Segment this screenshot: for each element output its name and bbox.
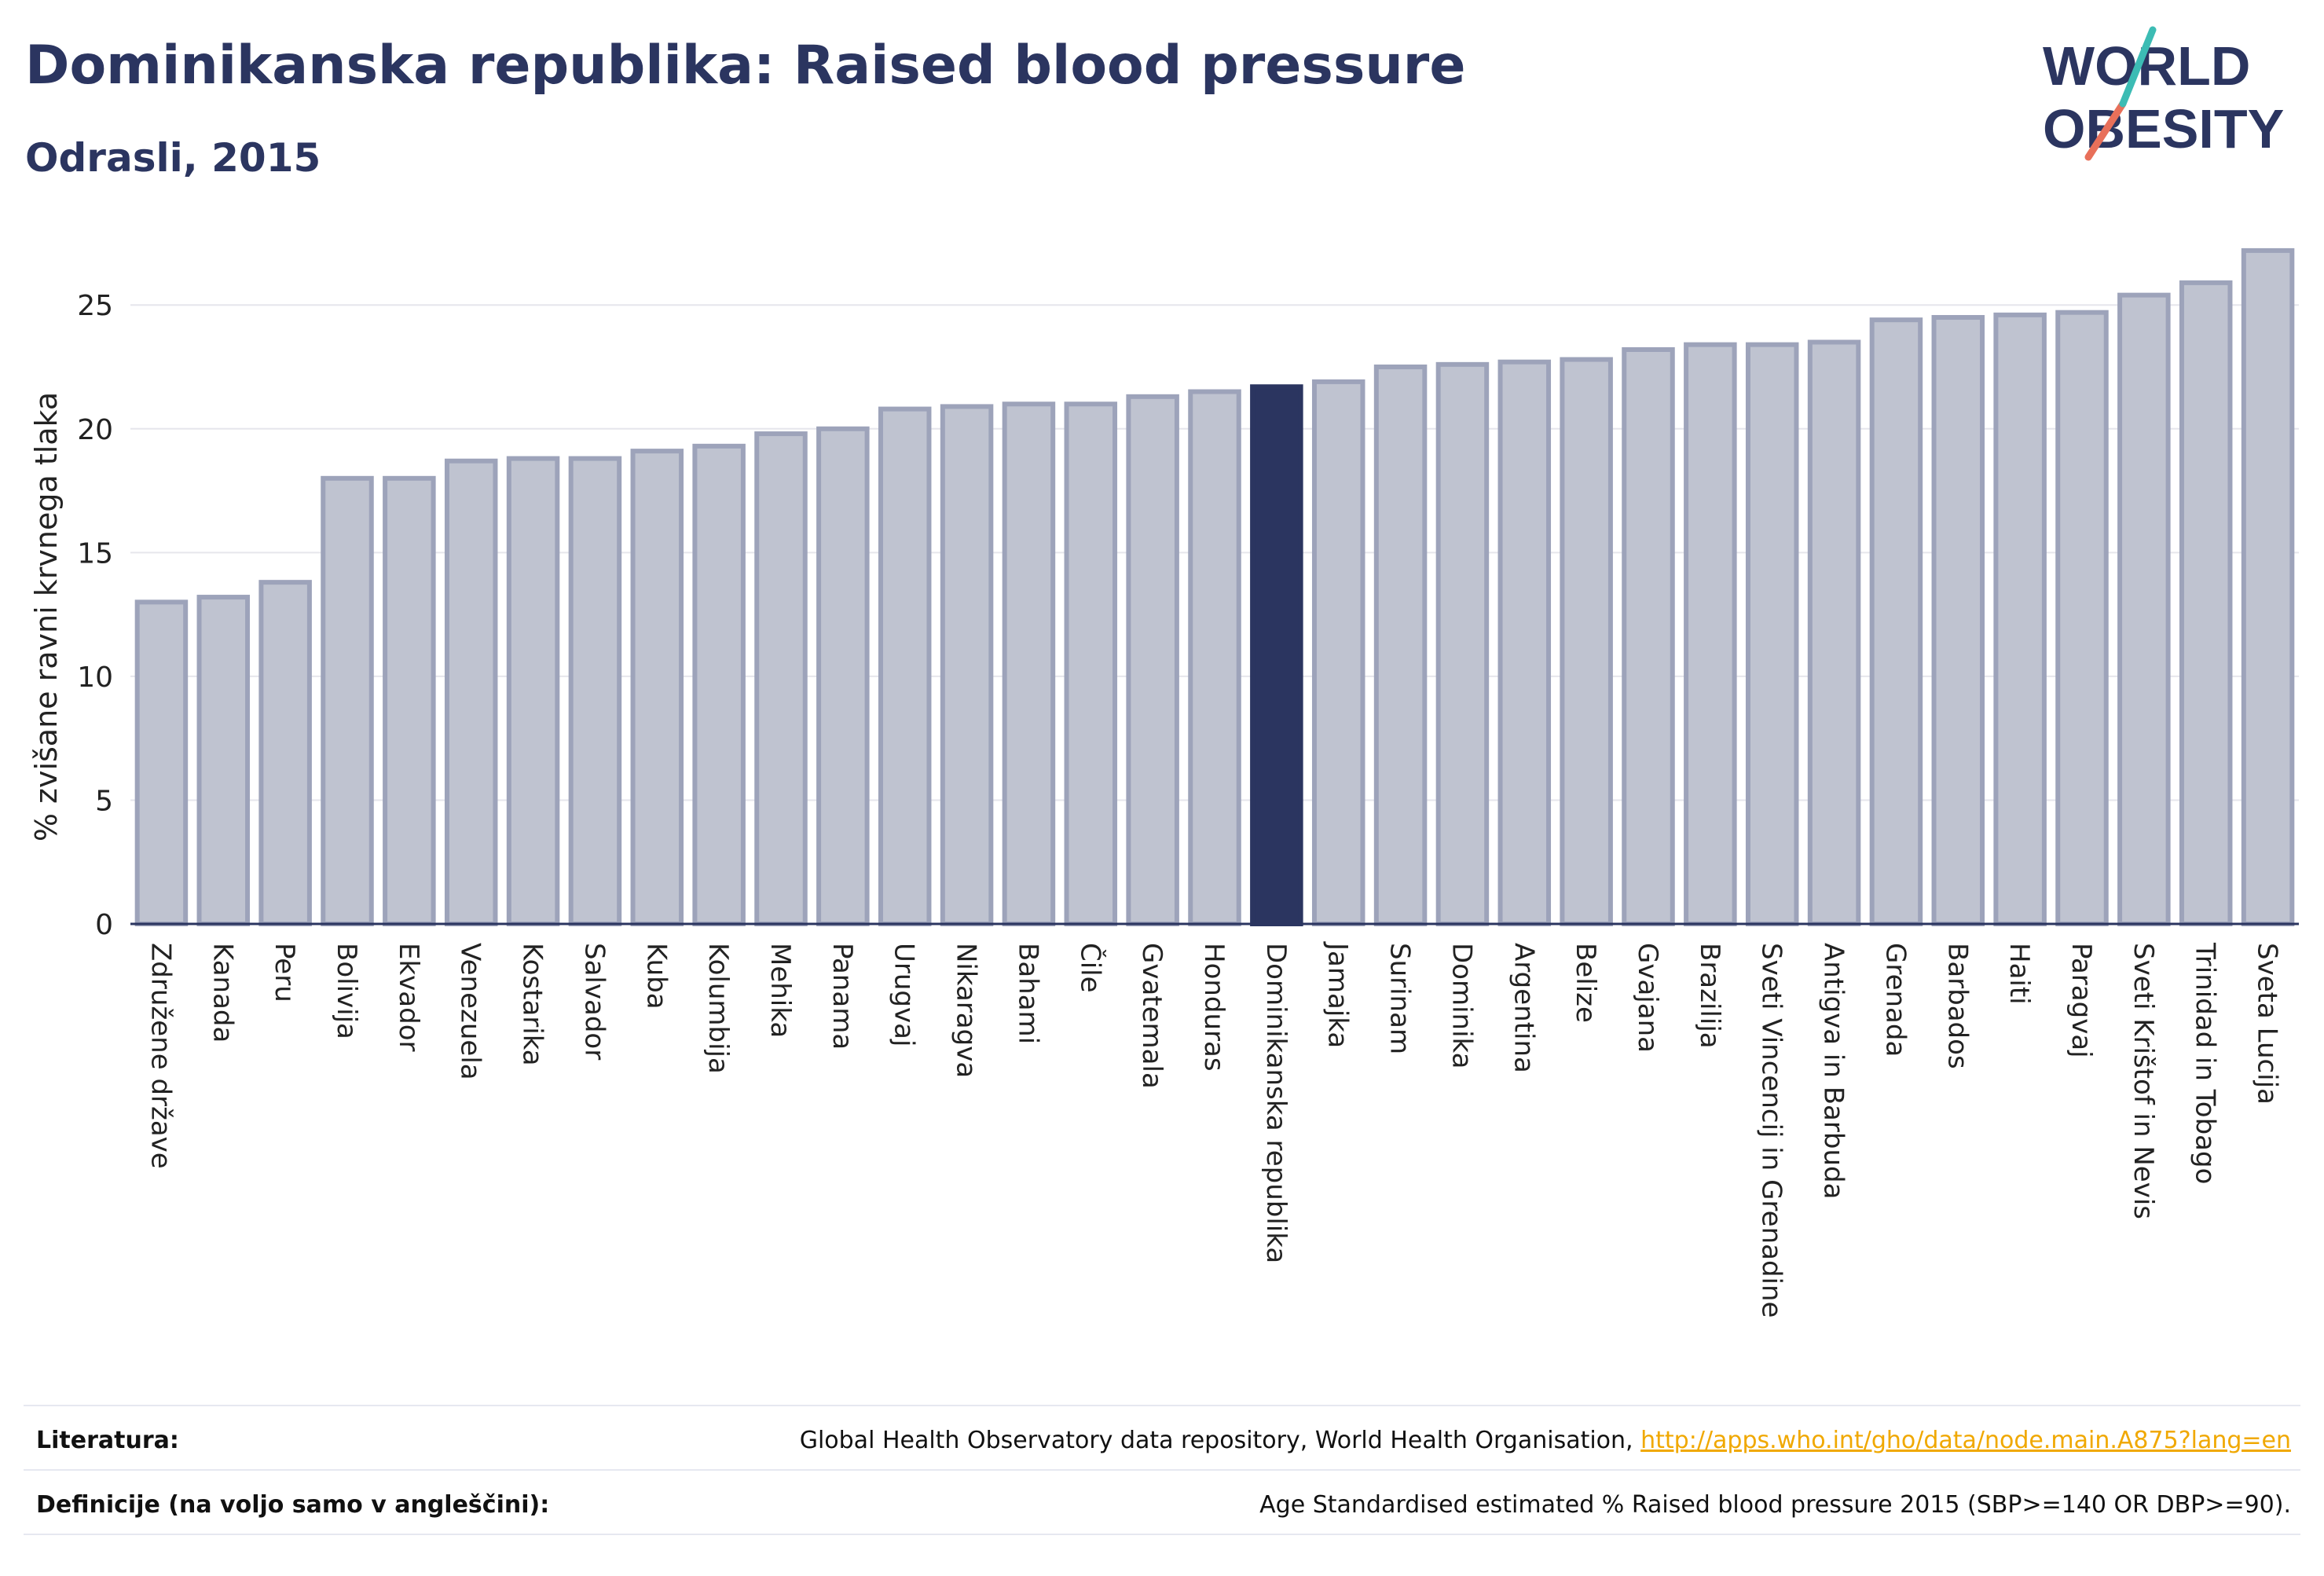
- bar: [1745, 342, 1799, 927]
- y-tick-label: 20: [77, 414, 113, 446]
- x-tick-label: Venezuela: [455, 943, 486, 1080]
- x-tick-label: Brazilija: [1694, 943, 1725, 1049]
- x-tick-label: Panama: [827, 943, 858, 1050]
- bar: [754, 431, 808, 926]
- x-tick-label: Bahami: [1012, 943, 1043, 1044]
- x-tick-label: Grenada: [1879, 943, 1911, 1057]
- bar: [383, 475, 436, 926]
- divider: [24, 1469, 2300, 1471]
- bar: [506, 456, 560, 926]
- bar: [816, 426, 870, 926]
- bar: [1560, 357, 1613, 926]
- literature-value: Global Health Observatory data repositor…: [800, 1427, 2291, 1454]
- x-tick-label: Nikaragva: [951, 943, 982, 1078]
- bar: [1002, 401, 1056, 926]
- x-tick-label: Urugvaj: [889, 943, 920, 1046]
- x-tick-label: Sveta Lucija: [2252, 943, 2283, 1105]
- x-tick-label: Gvatemala: [1136, 943, 1167, 1089]
- x-tick-label: Barbados: [1941, 943, 1973, 1069]
- x-tick-label: Kuba: [640, 943, 672, 1010]
- svg-text:OBESITY: OBESITY: [2043, 98, 2284, 159]
- x-tick-label: Bolivija: [331, 943, 362, 1039]
- definition-row: Definicije (na voljo samo v angleščini):…: [24, 1472, 2300, 1534]
- bar: [1373, 365, 1428, 926]
- x-tick-label: Ekvador: [393, 943, 424, 1052]
- literature-link[interactable]: http://apps.who.int/gho/data/node.main.A…: [1640, 1427, 2291, 1454]
- bar-chart: 0 5 10 15 20 25 Združene države Kanada Peru Boliv…: [29, 247, 2299, 1318]
- bar: [878, 406, 932, 926]
- bar: [2179, 280, 2233, 927]
- definition-label: Definicije (na voljo samo v angleščini):: [36, 1491, 550, 1519]
- bar: [1064, 401, 1118, 926]
- x-tick-label: Paragvaj: [2066, 943, 2097, 1058]
- x-tick-label: Salvador: [578, 943, 610, 1060]
- x-tick-label: Honduras: [1198, 943, 1230, 1072]
- bar: [258, 580, 312, 926]
- bar: [568, 456, 622, 926]
- bars: [134, 247, 2295, 927]
- divider: [24, 1534, 2300, 1535]
- y-axis-label: % zvišane ravni krvnega tlaka: [29, 392, 64, 841]
- x-tick-label: Mehika: [764, 943, 796, 1038]
- x-tick-label: Haiti: [2003, 943, 2035, 1005]
- bar: [1435, 361, 1490, 926]
- x-tick-label: Sveti Krištof in Nevis: [2128, 943, 2159, 1219]
- bar: [630, 449, 684, 926]
- axes: 0 5 10 15 20 25 Združene države Kanada Peru Boliv…: [77, 290, 2299, 1318]
- highlighted-bar: [1250, 384, 1303, 926]
- bar: [1869, 317, 1923, 926]
- x-tick-label: Dominikanska republika: [1260, 943, 1292, 1263]
- x-tick-label: Belize: [1570, 943, 1601, 1023]
- bar: [1684, 342, 1737, 927]
- x-tick-label: Kanada: [207, 943, 238, 1043]
- bar: [1311, 379, 1365, 926]
- definition-text: Age Standardised estimated % Raised bloo…: [1259, 1491, 2291, 1519]
- bar: [2117, 292, 2171, 926]
- x-tick-label: Dominika: [1446, 943, 1477, 1068]
- bar: [692, 443, 746, 926]
- bar: [2055, 310, 2109, 926]
- y-tick-label: 15: [77, 537, 113, 570]
- x-tick-label: Antigva in Barbuda: [1818, 943, 1849, 1199]
- bar: [2241, 247, 2295, 926]
- y-tick-label: 0: [95, 909, 113, 941]
- bar: [1622, 346, 1675, 926]
- bar: [1497, 359, 1552, 927]
- bar: [1931, 314, 1985, 927]
- y-tick-label: 10: [77, 662, 113, 694]
- bar: [1188, 389, 1241, 926]
- bar: [196, 595, 251, 926]
- world-obesity-logo: WORLD OBESITY: [2043, 26, 2284, 161]
- x-tick-label: Jamajka: [1322, 941, 1354, 1048]
- x-tick-label: Združene države: [145, 943, 176, 1169]
- x-tick-label: Kolumbija: [702, 943, 734, 1074]
- literature-text: Global Health Observatory data repositor…: [799, 1427, 1633, 1454]
- divider: [24, 1405, 2300, 1406]
- bar: [1807, 339, 1861, 926]
- x-tick-label: Gvajana: [1632, 943, 1663, 1053]
- bar: [444, 458, 498, 926]
- y-tick-label: 25: [77, 290, 113, 322]
- x-tick-label: Kostarika: [517, 943, 548, 1066]
- x-tick-label: Surinam: [1384, 943, 1416, 1054]
- literature-label: Literatura:: [36, 1427, 179, 1454]
- bar: [321, 475, 374, 926]
- x-tick-label: Trinidad in Tobago: [2190, 942, 2221, 1184]
- bar: [1993, 312, 2047, 926]
- chart-title: Dominikanska republika: Raised blood pre…: [25, 35, 1466, 97]
- y-tick-label: 5: [95, 785, 113, 817]
- x-tick-label: Argentina: [1508, 943, 1539, 1073]
- x-tick-label: Čile: [1074, 943, 1106, 993]
- bar: [1126, 394, 1179, 926]
- bar: [940, 404, 994, 926]
- chart-subtitle: Odrasli, 2015: [25, 135, 321, 181]
- bar: [134, 599, 189, 927]
- literature-row: Literatura: Global Health Observatory da…: [24, 1408, 2300, 1469]
- x-tick-label: Sveti Vincencij in Grenadine: [1756, 943, 1787, 1318]
- x-tick-label: Peru: [269, 943, 300, 1002]
